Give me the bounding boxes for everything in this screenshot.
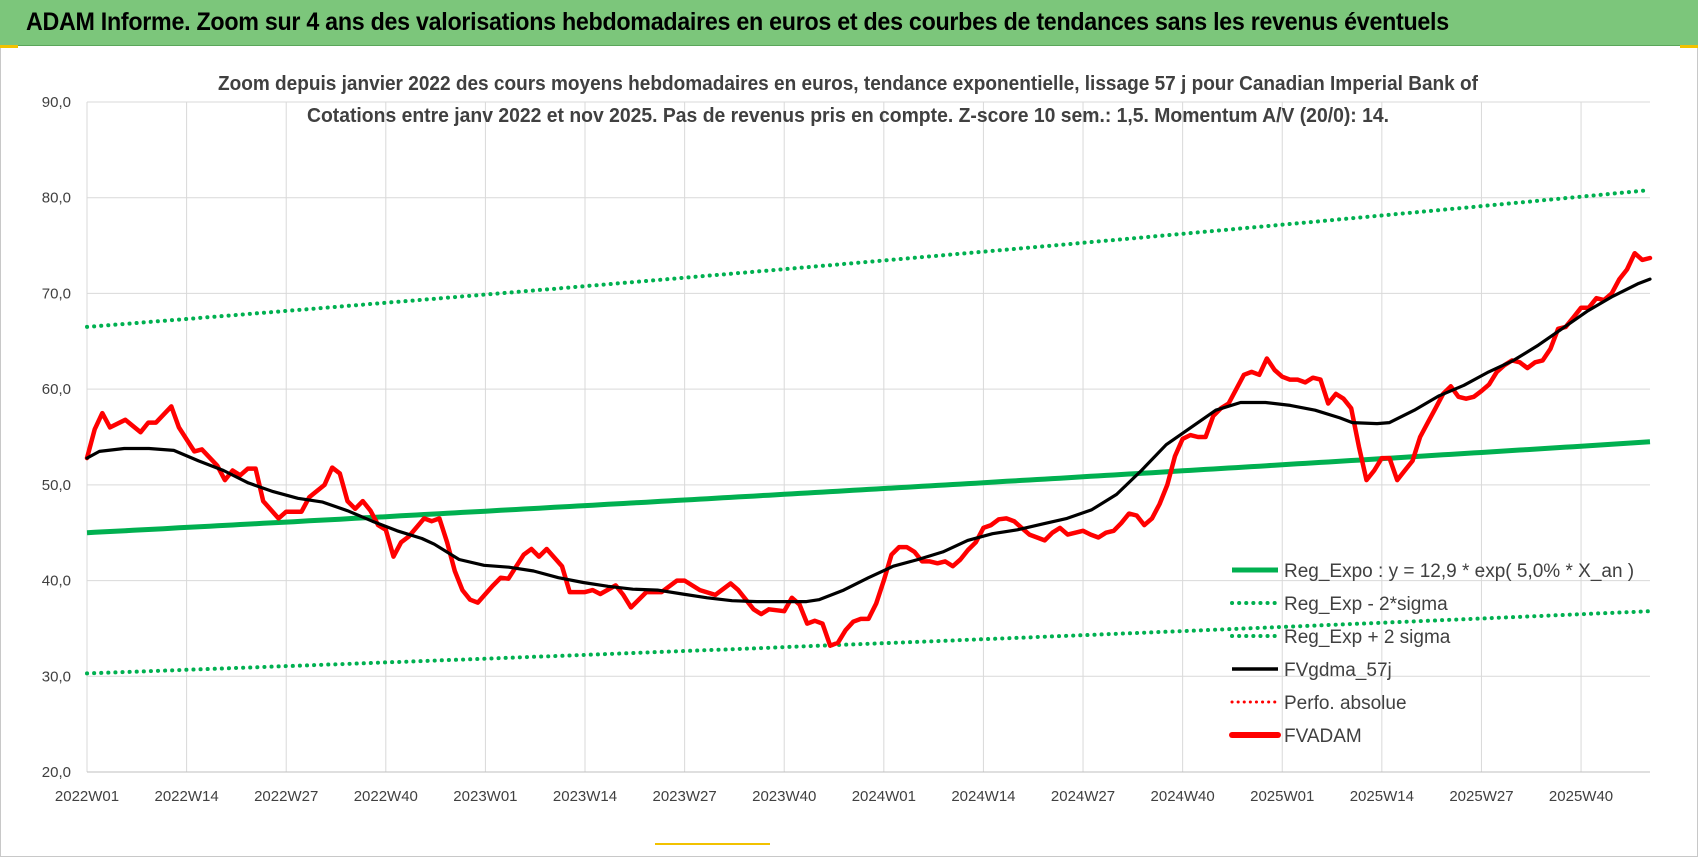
- legend-label: FVADAM: [1284, 726, 1362, 747]
- x-tick-label: 2025W01: [1250, 788, 1314, 805]
- bottom-accent: [655, 843, 770, 845]
- y-tick-label: 50,0: [42, 477, 71, 494]
- x-tick-label: 2025W40: [1549, 788, 1613, 805]
- y-tick-label: 40,0: [42, 573, 71, 590]
- series-upper-band: [85, 188, 1652, 329]
- report-title: ADAM Informe. Zoom sur 4 ans des valoris…: [26, 8, 1449, 36]
- x-tick-label: 2023W40: [752, 788, 816, 805]
- legend-label: Reg_Exp + 2 sigma: [1284, 627, 1451, 648]
- x-tick-label: 2023W27: [653, 788, 717, 805]
- series-fvadam: [84, 250, 1653, 648]
- x-tick-label: 2024W27: [1051, 788, 1115, 805]
- y-tick-label: 70,0: [42, 285, 71, 302]
- y-tick-label: 80,0: [42, 190, 71, 207]
- x-tick-label: 2022W40: [354, 788, 418, 805]
- x-tick-label: 2024W14: [951, 788, 1015, 805]
- chart-title-line1: Zoom depuis janvier 2022 des cours moyen…: [218, 73, 1478, 95]
- corner-accent-left: [0, 45, 18, 48]
- x-tick-label: 2023W01: [453, 788, 517, 805]
- series-fvgdma-57j: [85, 277, 1652, 604]
- x-tick-label: 2025W14: [1350, 788, 1414, 805]
- x-tick-label: 2024W40: [1151, 788, 1215, 805]
- legend-label: Reg_Expo : y = 12,9 * exp( 5,0% * X_an ): [1284, 561, 1634, 582]
- legend-label: FVgdma_57j: [1284, 660, 1392, 681]
- y-tick-label: 20,0: [42, 764, 71, 781]
- x-tick-label: 2023W14: [553, 788, 617, 805]
- y-tick-label: 60,0: [42, 381, 71, 398]
- chart-title-line2: Cotations entre janv 2022 et nov 2025. P…: [307, 105, 1389, 127]
- series-lower-band: [85, 609, 1652, 676]
- corner-accent-right: [1680, 45, 1698, 48]
- legend-label: Reg_Exp - 2*sigma: [1284, 594, 1448, 615]
- legend-label: Perfo. absolue: [1284, 693, 1407, 714]
- x-tick-label: 2022W01: [55, 788, 119, 805]
- y-tick-label: 30,0: [42, 668, 71, 685]
- y-tick-label: 90,0: [42, 94, 71, 111]
- x-tick-label: 2022W27: [254, 788, 318, 805]
- report-banner: ADAM Informe. Zoom sur 4 ans des valoris…: [0, 0, 1698, 46]
- x-tick-label: 2022W14: [154, 788, 218, 805]
- x-tick-label: 2024W01: [852, 788, 916, 805]
- x-tick-label: 2025W27: [1449, 788, 1513, 805]
